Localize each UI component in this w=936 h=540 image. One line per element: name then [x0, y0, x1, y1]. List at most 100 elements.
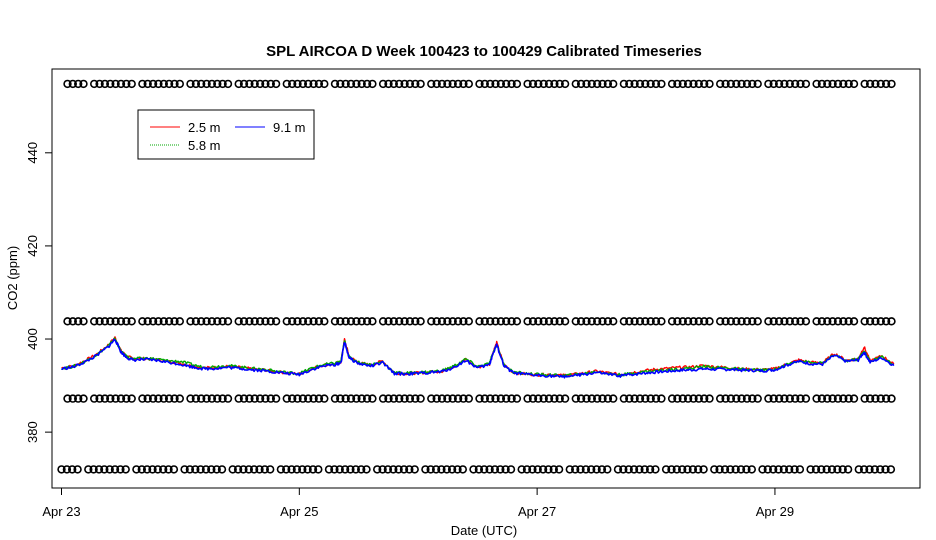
reference-marker [549, 465, 558, 474]
reference-marker [282, 465, 291, 474]
reference-marker [619, 79, 629, 89]
reference-marker [395, 79, 404, 89]
reference-marker [421, 465, 430, 474]
reference-marker [63, 317, 72, 326]
reference-marker [823, 394, 832, 403]
reference-marker [62, 465, 72, 474]
reference-marker [320, 79, 329, 89]
reference-marker [346, 317, 356, 326]
reference-marker [453, 79, 463, 89]
reference-marker [844, 394, 853, 403]
reference-marker [753, 317, 762, 326]
reference-marker [817, 465, 826, 474]
reference-marker [213, 317, 222, 326]
series-line [61, 338, 895, 379]
reference-marker [827, 465, 837, 474]
reference-marker [860, 79, 869, 89]
reference-marker [640, 465, 649, 474]
reference-marker [73, 394, 83, 403]
reference-marker [881, 394, 891, 403]
reference-marker [839, 79, 848, 89]
reference-marker [186, 79, 195, 89]
reference-marker [651, 394, 661, 403]
reference-marker [298, 394, 308, 403]
reference-marker [544, 317, 554, 326]
reference-marker [271, 394, 281, 403]
reference-marker [394, 465, 403, 474]
reference-marker [598, 79, 607, 89]
reference-marker [774, 317, 784, 326]
reference-marker [774, 394, 784, 403]
reference-marker [127, 317, 136, 326]
reference-marker [876, 79, 885, 89]
reference-marker [228, 465, 237, 474]
reference-marker [207, 317, 217, 326]
reference-marker [453, 317, 463, 326]
reference-marker [335, 465, 344, 474]
reference-marker [683, 394, 693, 403]
reference-marker [405, 394, 415, 403]
y-axis-label: CO2 (ppm) [5, 246, 20, 310]
reference-marker [459, 394, 468, 403]
reference-marker [475, 79, 484, 89]
reference-marker [100, 394, 110, 403]
reference-marker [148, 79, 158, 89]
reference-marker [443, 79, 452, 89]
reference-marker [186, 394, 195, 403]
reference-marker [641, 79, 650, 89]
reference-marker [185, 465, 195, 474]
reference-marker [122, 79, 131, 89]
reference-marker [320, 317, 329, 326]
reference-marker [116, 317, 126, 326]
reference-marker [336, 79, 345, 89]
reference-marker [742, 317, 752, 326]
reference-marker [502, 317, 511, 326]
reference-marker [528, 465, 537, 474]
reference-marker [486, 79, 495, 89]
reference-marker [389, 465, 398, 474]
reference-marker [239, 317, 249, 326]
reference-marker [865, 317, 875, 326]
reference-marker [571, 394, 580, 403]
reference-marker [389, 317, 398, 326]
reference-marker [287, 465, 296, 474]
reference-marker [694, 79, 703, 89]
reference-marker [625, 317, 634, 326]
reference-marker [106, 394, 115, 403]
reference-marker [871, 394, 880, 403]
reference-marker [304, 317, 313, 326]
reference-marker [812, 394, 821, 403]
reference-marker [346, 465, 355, 474]
reference-marker [887, 317, 896, 326]
reference-marker [592, 79, 602, 89]
reference-marker [336, 317, 345, 326]
y-tick-label: 380 [25, 421, 40, 443]
reference-marker [645, 465, 655, 474]
reference-marker [340, 465, 350, 474]
series-line [60, 337, 894, 378]
reference-marker [266, 465, 275, 474]
reference-marker [105, 465, 114, 474]
reference-marker [790, 317, 800, 326]
reference-marker [437, 465, 446, 474]
reference-marker [389, 79, 398, 89]
reference-marker [672, 465, 681, 474]
reference-marker [721, 317, 730, 326]
reference-marker [705, 317, 714, 326]
reference-marker [769, 317, 778, 326]
reference-marker [73, 79, 83, 89]
reference-marker [506, 465, 516, 474]
reference-marker [683, 465, 692, 474]
reference-marker [565, 465, 574, 474]
legend-label-5-8m: 5.8 m [188, 138, 221, 153]
reference-marker [496, 317, 506, 326]
reference-marker [276, 465, 286, 474]
reference-marker [512, 394, 522, 403]
reference-marker [432, 317, 441, 326]
reference-marker [250, 79, 259, 89]
reference-marker [592, 317, 602, 326]
y-tick-label: 420 [25, 235, 40, 257]
reference-marker [453, 394, 463, 403]
reference-marker [73, 465, 82, 474]
reference-marker [432, 79, 441, 89]
